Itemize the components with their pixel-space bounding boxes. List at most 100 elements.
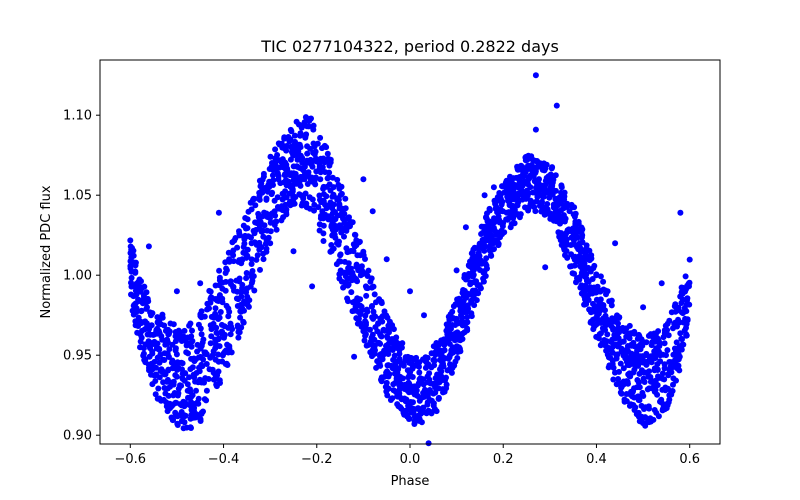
- data-point: [174, 420, 181, 427]
- data-point: [308, 161, 315, 168]
- data-point: [261, 222, 268, 229]
- data-point: [317, 134, 324, 141]
- data-point: [486, 205, 493, 212]
- data-point: [315, 204, 322, 211]
- data-point: [345, 267, 352, 274]
- data-point: [443, 321, 450, 328]
- data-point: [635, 379, 642, 386]
- data-point: [271, 208, 278, 215]
- data-point: [326, 181, 333, 188]
- data-point: [527, 201, 534, 208]
- data-point: [263, 195, 270, 202]
- data-point: [216, 377, 223, 384]
- data-point: [570, 211, 577, 218]
- data-point: [428, 397, 435, 404]
- data-point: [636, 384, 643, 391]
- data-point: [594, 312, 601, 319]
- data-point: [599, 325, 606, 332]
- data-point: [680, 319, 687, 326]
- data-point: [348, 277, 355, 284]
- data-point: [632, 355, 639, 362]
- data-point: [473, 257, 480, 264]
- data-point: [197, 325, 204, 332]
- outlier-point: [677, 209, 684, 216]
- data-point: [457, 299, 464, 305]
- data-point: [641, 404, 648, 411]
- data-point: [360, 328, 367, 335]
- data-point: [487, 252, 494, 258]
- data-point: [249, 268, 256, 274]
- data-point: [283, 161, 290, 168]
- data-point: [150, 331, 157, 338]
- data-point: [223, 302, 230, 309]
- data-point: [549, 182, 556, 189]
- data-point: [252, 202, 259, 209]
- x-tick-label: 0.6: [679, 452, 700, 467]
- data-point: [253, 256, 260, 263]
- data-point: [221, 331, 228, 338]
- data-point: [320, 215, 327, 222]
- data-point: [159, 314, 166, 321]
- data-point: [476, 282, 483, 289]
- data-point: [631, 407, 638, 413]
- data-point: [289, 147, 296, 154]
- data-point: [287, 156, 294, 163]
- data-point: [449, 364, 456, 371]
- data-point: [475, 290, 482, 297]
- data-point: [369, 331, 376, 338]
- data-point: [634, 347, 641, 354]
- data-point: [227, 278, 234, 285]
- data-point: [178, 382, 185, 389]
- data-point: [310, 149, 317, 156]
- data-point: [345, 260, 352, 267]
- data-point: [190, 414, 197, 421]
- data-point: [208, 313, 215, 320]
- data-point: [354, 252, 361, 259]
- data-point: [132, 287, 139, 294]
- data-point: [502, 179, 509, 186]
- data-point: [346, 248, 353, 255]
- data-point: [271, 219, 278, 226]
- data-point: [223, 265, 230, 272]
- data-point: [631, 385, 638, 392]
- outlier-point: [640, 304, 647, 311]
- data-point: [341, 219, 348, 226]
- data-point: [178, 338, 185, 344]
- data-point: [163, 399, 170, 406]
- data-point: [483, 214, 490, 221]
- data-point: [325, 174, 332, 181]
- y-axis-label: Normalized PDC flux: [39, 185, 54, 318]
- data-point: [478, 223, 485, 230]
- data-point: [626, 335, 633, 342]
- data-point: [219, 299, 226, 306]
- data-point: [319, 208, 326, 215]
- data-point: [644, 418, 651, 425]
- data-point: [587, 307, 594, 313]
- data-point: [183, 349, 190, 356]
- data-point: [613, 353, 620, 359]
- data-point: [316, 221, 323, 228]
- data-point: [645, 373, 652, 380]
- data-point: [230, 252, 237, 259]
- data-point: [661, 340, 668, 347]
- data-point: [375, 320, 382, 327]
- data-point: [132, 300, 139, 307]
- outlier-point: [462, 320, 469, 327]
- data-point: [520, 192, 527, 198]
- data-point: [156, 359, 163, 366]
- data-point: [424, 362, 431, 369]
- data-point: [342, 195, 349, 202]
- data-point: [587, 318, 594, 325]
- data-point: [368, 275, 375, 282]
- data-point: [237, 314, 244, 321]
- data-point: [128, 254, 135, 261]
- data-point: [239, 257, 246, 264]
- data-point: [172, 372, 179, 379]
- data-point: [428, 410, 435, 417]
- outlier-point: [309, 283, 316, 290]
- data-point: [272, 167, 279, 174]
- data-point: [260, 185, 267, 192]
- data-point: [389, 365, 396, 372]
- data-point: [379, 313, 386, 320]
- outlier-point: [197, 280, 204, 287]
